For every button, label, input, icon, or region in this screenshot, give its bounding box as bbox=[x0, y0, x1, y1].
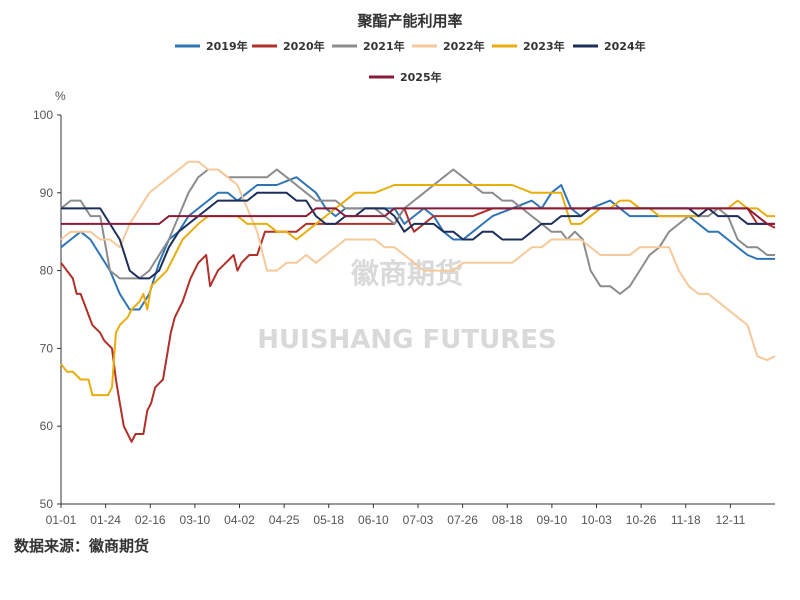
x-tick-label: 10-03 bbox=[581, 513, 612, 527]
watermark-en: HUISHANG FUTURES bbox=[257, 325, 557, 355]
x-tick-label: 04-25 bbox=[269, 513, 300, 527]
x-tick-label: 07-26 bbox=[447, 513, 478, 527]
series-line-2022年 bbox=[60, 160, 776, 362]
y-tick-label: 70 bbox=[40, 341, 54, 355]
legend-item: 2020年 bbox=[252, 39, 325, 53]
x-tick-label: 03-10 bbox=[180, 513, 211, 527]
legend-item: 2023年 bbox=[492, 39, 565, 53]
legend-label: 2022年 bbox=[443, 39, 485, 53]
legend-item: 2019年 bbox=[175, 39, 248, 53]
source-note: 数据来源：徽商期货 bbox=[14, 537, 150, 555]
legend-label: 2025年 bbox=[400, 70, 442, 84]
y-axis-unit: % bbox=[55, 89, 66, 103]
x-tick-label: 04-02 bbox=[224, 513, 255, 527]
x-tick-label: 11-18 bbox=[671, 513, 701, 527]
x-tick-label: 02-16 bbox=[135, 513, 166, 527]
legend-label: 2024年 bbox=[604, 39, 646, 53]
x-tick-label: 10-26 bbox=[626, 513, 657, 527]
legend-label: 2021年 bbox=[363, 39, 405, 53]
x-tick-label: 06-10 bbox=[358, 513, 389, 527]
y-tick-label: 50 bbox=[40, 497, 54, 511]
axes: 50 60 70 80 90 100 01-01 01-24 02-16 03-10 04-02 04… bbox=[33, 108, 775, 527]
y-tick-label: 90 bbox=[40, 186, 54, 200]
legend: 2019年 2020年 2021年 2022年 2023年 2024年 2025年 bbox=[175, 39, 646, 84]
legend-label: 2019年 bbox=[206, 39, 248, 53]
x-tick-label: 09-10 bbox=[537, 513, 568, 527]
watermark: 徽商期货 HUISHANG FUTURES bbox=[257, 257, 557, 355]
y-tick-label: 100 bbox=[33, 108, 53, 122]
legend-item: 2021年 bbox=[332, 39, 405, 53]
x-tick-label: 07-03 bbox=[403, 513, 434, 527]
x-tick-label: 12-11 bbox=[715, 513, 745, 527]
y-tick-label: 60 bbox=[40, 419, 54, 433]
legend-label: 2023年 bbox=[523, 39, 565, 53]
series-line-2021年 bbox=[60, 168, 775, 295]
legend-item: 2025年 bbox=[369, 70, 442, 84]
chart-title: 聚酯产能利用率 bbox=[356, 12, 462, 30]
legend-item: 2024年 bbox=[573, 39, 646, 53]
x-tick-label: 01-24 bbox=[90, 513, 121, 527]
watermark-cn: 徽商期货 bbox=[350, 257, 463, 290]
x-tick-label: 08-18 bbox=[492, 513, 523, 527]
y-tick-label: 80 bbox=[40, 264, 54, 278]
series-line-2025年 bbox=[61, 207, 775, 225]
series-group bbox=[60, 160, 776, 443]
legend-label: 2020年 bbox=[283, 39, 325, 53]
x-tick-label: 05-18 bbox=[313, 513, 344, 527]
x-tick-label: 01-01 bbox=[46, 513, 77, 527]
legend-item: 2022年 bbox=[412, 39, 485, 53]
